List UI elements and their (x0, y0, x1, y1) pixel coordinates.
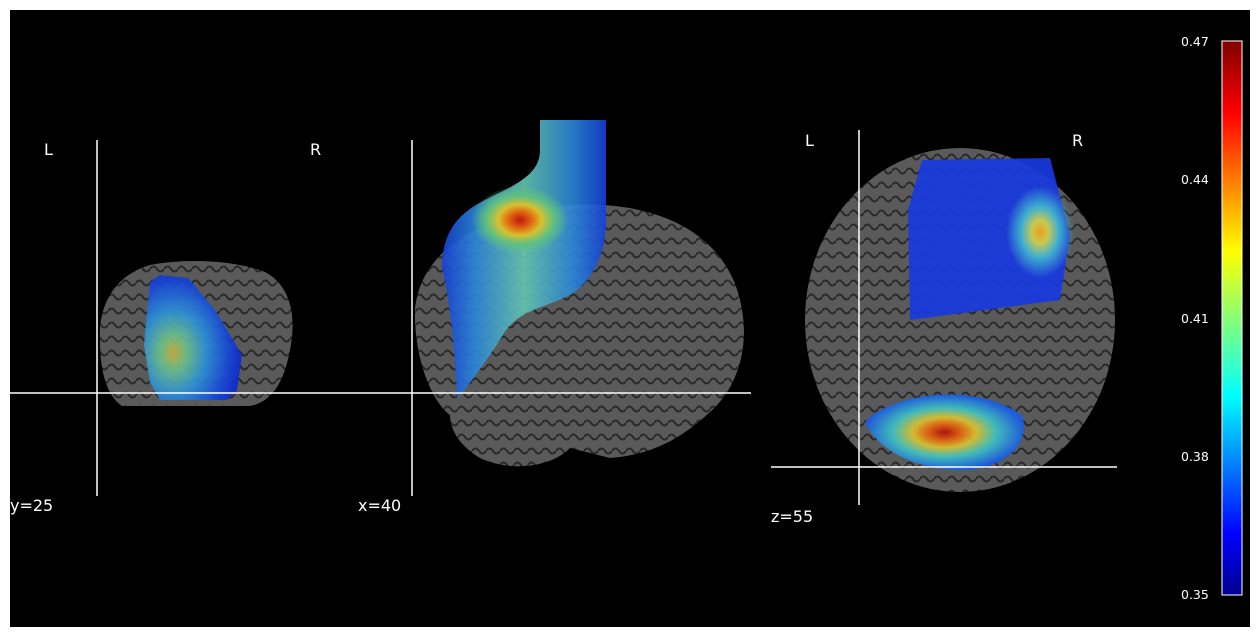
colorbar-tick: 0.41 (1181, 311, 1209, 326)
axial-activation-right-peak (1006, 186, 1074, 278)
axial-activation-occipital (865, 394, 1024, 471)
sagittal-coordinate-label: x=40 (358, 496, 402, 515)
sagittal-brain-slice (414, 120, 744, 467)
axial-right-label: R (1072, 131, 1084, 150)
colorbar-tick: 0.47 (1181, 34, 1209, 49)
coronal-brain-slice (99, 260, 293, 406)
sagittal-activation-peak (472, 186, 568, 254)
sagittal-activation-band (442, 120, 606, 398)
axial-coordinate-label: z=55 (771, 507, 814, 526)
colorbar-tick: 0.35 (1181, 587, 1209, 602)
colorbar-tick: 0.44 (1181, 172, 1209, 187)
colorbar-tick: 0.38 (1181, 449, 1209, 464)
coronal-activation-overlay (144, 275, 242, 400)
coronal-view (10, 40, 1243, 596)
coronal-left-label: L (44, 140, 53, 159)
axial-left-label: L (805, 131, 814, 150)
brain-viewer: L R y=25 x=40 L R z=55 0.47 0.44 0.41 0.… (10, 10, 1250, 627)
colorbar-gradient (1221, 40, 1243, 596)
axial-brain-slice (805, 148, 1115, 492)
coronal-coordinate-label: y=25 (10, 496, 54, 515)
coronal-right-label: R (310, 140, 322, 159)
